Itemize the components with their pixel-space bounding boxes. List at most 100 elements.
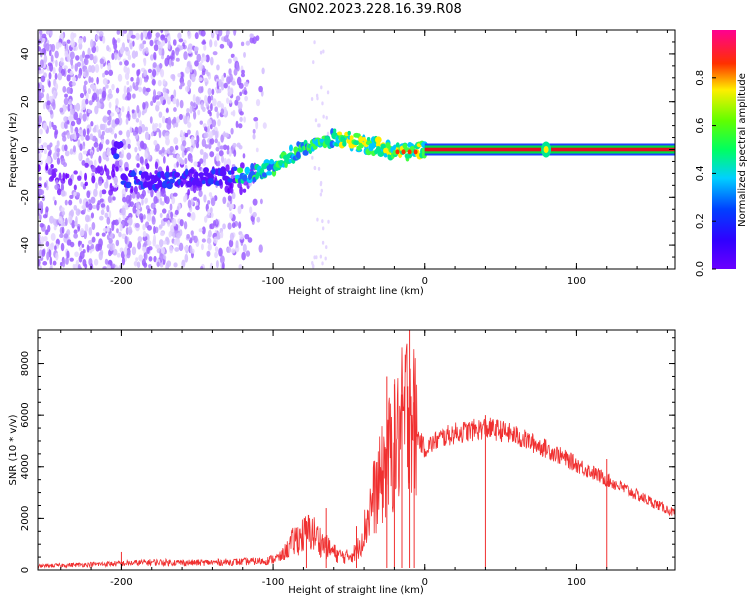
spectrogram-cell <box>106 264 112 269</box>
spectrogram-cell <box>69 194 74 200</box>
spectrogram-cell <box>322 49 325 54</box>
spectrogram-x-tick-label: -100 <box>262 276 285 287</box>
spectrogram-cell <box>147 240 152 246</box>
spectrogram-cell <box>235 120 239 129</box>
spectrogram-cell <box>52 260 57 266</box>
spectrogram-cell <box>52 196 56 201</box>
spectrogram-cell <box>107 120 111 126</box>
spectrogram-cell <box>126 67 130 75</box>
spectrogram-cell <box>105 139 110 145</box>
spectrogram-trace-cell <box>230 169 235 175</box>
spectrogram-cell <box>242 153 246 159</box>
spectrogram-cell <box>79 92 85 99</box>
spectrogram-cell <box>46 155 52 165</box>
spectrogram-cell <box>150 189 154 198</box>
spectrogram-cell <box>71 76 77 82</box>
spectrogram-cell <box>137 236 143 243</box>
spectrogram-cell <box>125 194 131 204</box>
spectrogram-cell <box>82 128 86 138</box>
spectrogram-cell <box>146 234 150 242</box>
spectrogram-cell <box>326 131 330 136</box>
spectrogram-cell <box>166 219 171 227</box>
spectrogram-cell <box>234 99 239 106</box>
spectrogram-cell <box>206 125 210 133</box>
snr-x-tick-label: -200 <box>110 577 133 588</box>
spectrogram-cell <box>49 265 53 269</box>
spectrogram-cell <box>124 60 129 66</box>
spectrogram-cell <box>42 214 48 219</box>
spectrogram-cell <box>230 53 235 58</box>
spectrogram-trace-cell <box>332 128 337 133</box>
spectrogram-cell <box>144 91 149 96</box>
spectrogram-trace-cell <box>164 171 170 179</box>
spectrogram-cell <box>152 62 157 68</box>
spectrogram-cell <box>69 70 74 76</box>
spectrogram-cell <box>310 97 314 102</box>
spectrogram-cell <box>145 87 151 93</box>
spectrogram-cell <box>78 37 83 45</box>
spectrogram-trace-cell <box>219 169 227 177</box>
spectrogram-cell <box>321 240 325 245</box>
spectrogram-cell <box>63 97 69 106</box>
spectrogram-cell <box>43 182 47 188</box>
spectrogram-cell <box>231 222 236 229</box>
spectrogram-cell <box>88 203 93 211</box>
spectrogram-trace-cell <box>383 153 388 158</box>
spectrogram-cell <box>84 263 88 269</box>
spectrogram-cell <box>137 68 141 75</box>
spectrogram-cell <box>202 106 206 113</box>
spectrogram-cell <box>193 161 198 167</box>
spectrogram-cell <box>174 145 179 151</box>
spectrogram-cell <box>150 132 154 137</box>
spectrogram-cell <box>84 162 89 168</box>
spectrogram-cell <box>195 141 200 149</box>
spectrogram-cell <box>64 150 70 157</box>
spectrogram-trace-cell <box>268 159 275 165</box>
spectrogram-cell <box>118 231 122 238</box>
spectrogram-cell <box>160 30 164 34</box>
spectrogram-cell <box>38 115 43 124</box>
spectrogram-trace-cell <box>288 144 293 152</box>
spectrogram-cell <box>196 53 202 63</box>
spectrogram-cell <box>244 95 249 102</box>
spectrogram-cell <box>73 184 77 191</box>
spectrogram-cell <box>200 30 206 37</box>
spectrogram-trace-cell <box>130 171 137 177</box>
spectrogram-cell <box>245 250 251 257</box>
spectrogram-cell <box>217 88 222 94</box>
spectrogram-cell <box>124 217 128 224</box>
spectrogram-cell <box>106 216 111 225</box>
spectrogram-cell <box>60 189 66 197</box>
spectrogram-cell <box>153 44 159 52</box>
spectrogram-trace-cell <box>261 172 267 178</box>
spectrogram-cell <box>90 151 93 159</box>
spectrogram-trace-cell <box>173 171 181 178</box>
spectrogram-cell <box>156 261 160 268</box>
spectrogram-cell <box>209 207 213 214</box>
spectrogram-cell <box>185 85 190 93</box>
spectrogram-cell <box>183 221 188 230</box>
spectrogram-trace-cell <box>232 166 238 171</box>
spectrogram-cell <box>262 122 267 129</box>
spectrogram-cell <box>145 163 150 170</box>
spectrogram-cell <box>119 223 123 232</box>
spectrogram-cell <box>39 159 43 166</box>
spectrogram-cell <box>56 157 61 165</box>
spectrogram-cell <box>95 34 100 41</box>
spectrogram-cell <box>60 121 66 130</box>
spectrogram-trace-cell <box>395 149 400 155</box>
spectrogram-cell <box>122 30 127 34</box>
spectrogram-cell <box>178 113 183 121</box>
spectrogram-cell <box>189 64 193 73</box>
spectrogram-cell <box>78 152 82 161</box>
spectrogram-cell <box>123 246 128 256</box>
spectrogram-cell <box>38 46 42 52</box>
spectrogram-cell <box>255 98 261 107</box>
spectrogram-cell <box>39 48 43 58</box>
spectrogram-cell <box>237 101 243 110</box>
spectrogram-cell <box>90 83 96 90</box>
spectrogram-cell <box>101 232 106 237</box>
spectrogram-cell <box>118 130 123 136</box>
spectrogram-cell <box>73 229 78 235</box>
spectrogram-cell <box>114 219 120 226</box>
